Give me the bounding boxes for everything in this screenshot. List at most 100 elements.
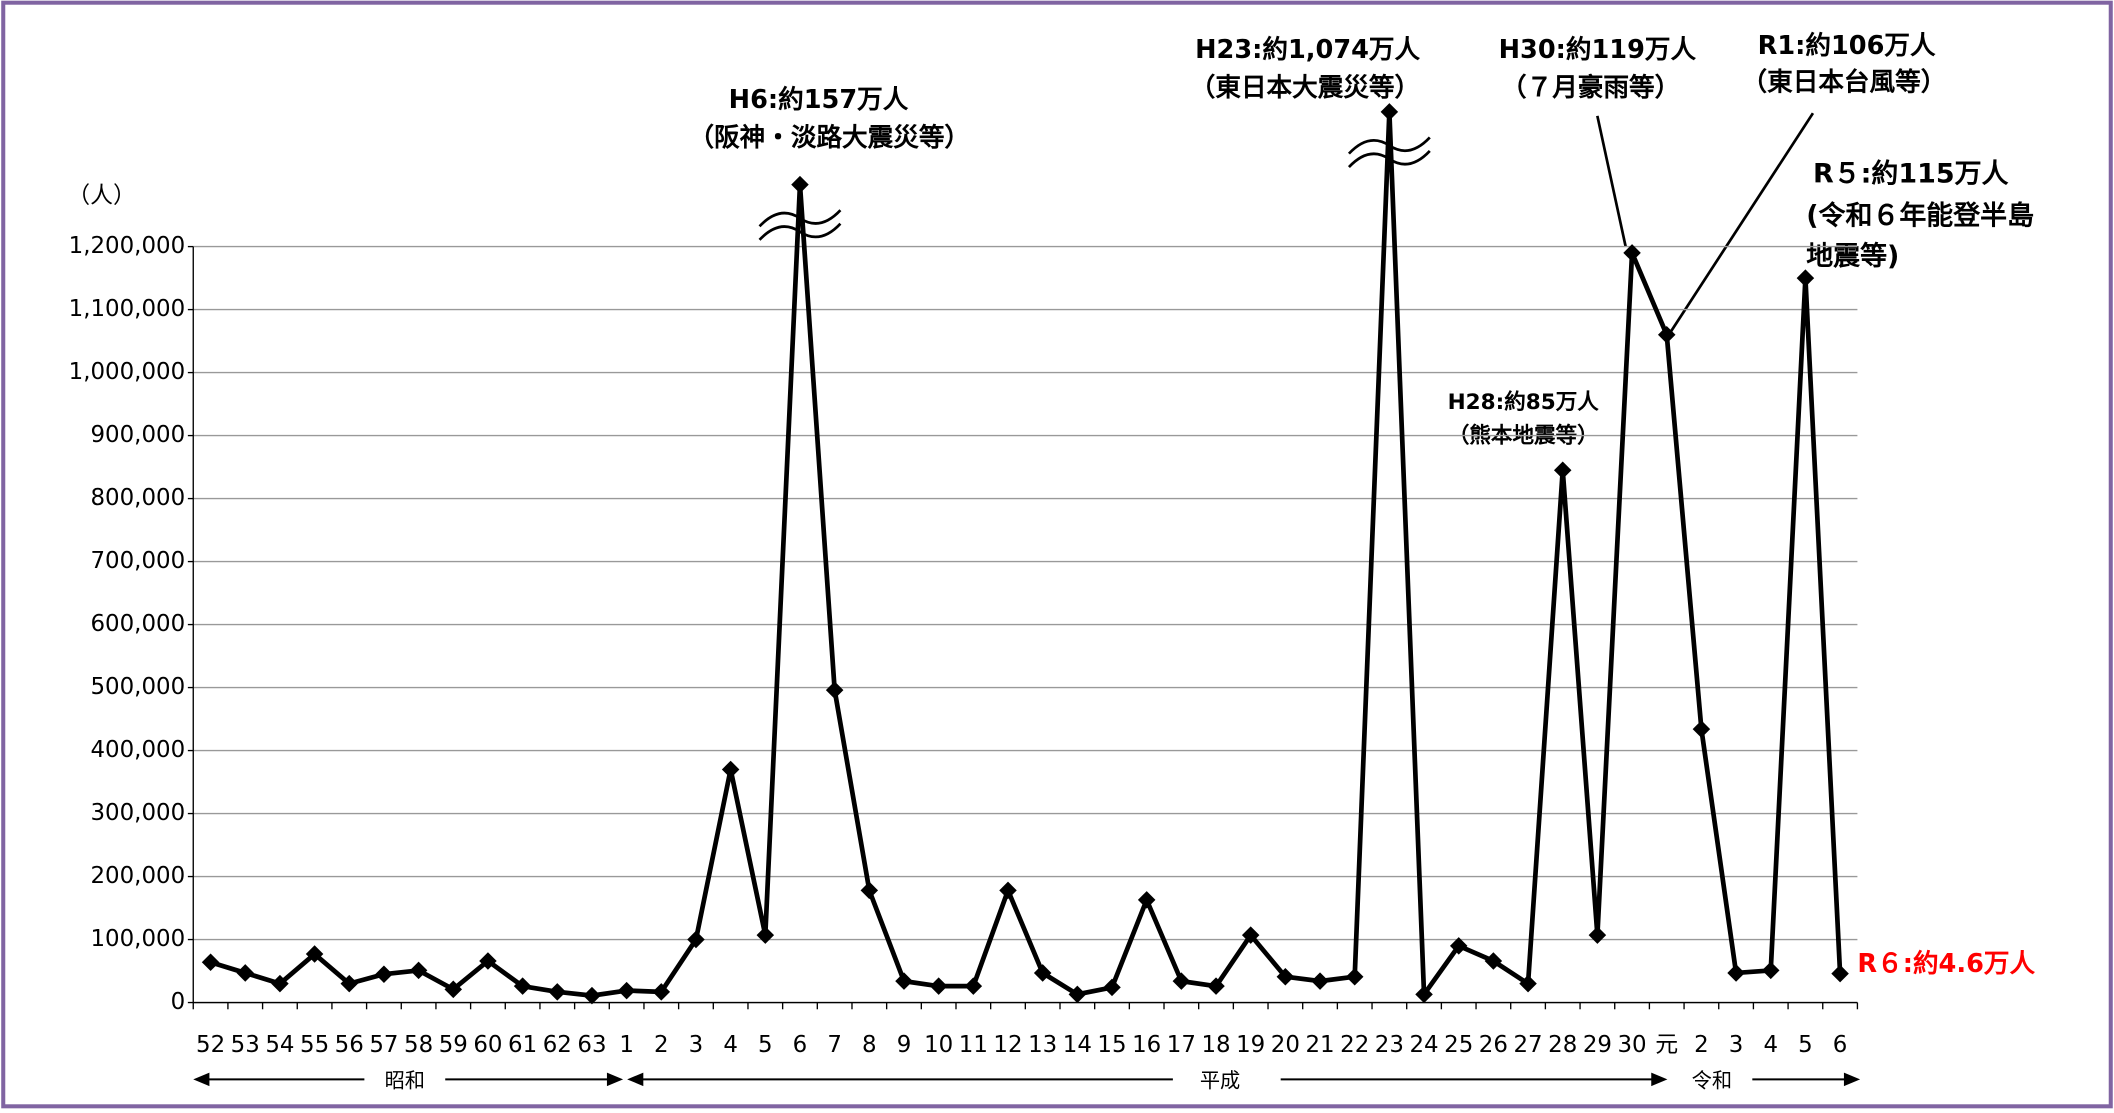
marker: [791, 175, 809, 194]
x-tick-label: 4: [1763, 1032, 1778, 1058]
y-tick-label: 1,000,000: [69, 359, 186, 385]
x-tick-label: 3: [1729, 1032, 1744, 1058]
y-tick-label: 1,200,000: [69, 233, 186, 259]
y-tick-label: 300,000: [90, 800, 185, 826]
x-tick-label: 28: [1548, 1032, 1577, 1058]
marker: [1588, 926, 1607, 944]
x-tick-label: 9: [897, 1032, 912, 1058]
x-tick-label: 19: [1236, 1032, 1265, 1058]
marker: [1449, 937, 1468, 955]
x-tick-label: 6: [1833, 1032, 1848, 1058]
axis-break: [758, 222, 842, 241]
x-tick-label: 5: [758, 1032, 773, 1058]
x-tick-label: 8: [862, 1032, 877, 1058]
y-tick-label: 1,100,000: [69, 296, 186, 322]
marker: [444, 980, 463, 999]
annotation: (令和６年能登半島: [1806, 199, 2034, 231]
x-tick-label: 10: [924, 1032, 953, 1058]
x-tick-label: 26: [1479, 1032, 1508, 1058]
annotation: （東日本台風等）: [1742, 67, 1947, 98]
annotation: R1:約106万人: [1758, 30, 1936, 61]
marker: [929, 977, 948, 995]
y-tick-label: 500,000: [90, 674, 185, 700]
x-tick-label: 53: [231, 1032, 260, 1058]
x-tick-label: 59: [439, 1032, 468, 1058]
marker: [860, 881, 879, 900]
marker: [375, 965, 393, 983]
y-tick-label: 100,000: [90, 926, 185, 952]
x-tick-label: 元: [1655, 1032, 1678, 1058]
marker: [305, 945, 324, 963]
marker: [721, 760, 740, 779]
x-tick-label: 63: [577, 1032, 606, 1058]
era-label: 昭和: [385, 1069, 425, 1093]
y-tick-label: 200,000: [90, 863, 185, 889]
x-tick-label: 14: [1063, 1032, 1092, 1058]
marker: [1415, 985, 1433, 1004]
x-tick-label: 29: [1583, 1032, 1612, 1058]
marker: [479, 952, 497, 970]
annotation: 地震等): [1806, 240, 1899, 272]
x-tick-label: 16: [1132, 1032, 1161, 1058]
x-tick-label: 57: [369, 1032, 398, 1058]
leader-line: [1596, 115, 1627, 247]
marker: [999, 881, 1017, 900]
x-tick-label: 12: [993, 1032, 1022, 1058]
marker: [1068, 985, 1087, 1004]
x-tick-label: 5: [1798, 1032, 1813, 1058]
y-tick-label: 400,000: [90, 737, 185, 763]
x-tick-label: 21: [1305, 1032, 1334, 1058]
marker: [1553, 461, 1572, 479]
x-tick-label: 3: [689, 1032, 704, 1058]
marker: [513, 977, 532, 995]
x-tick-label: 13: [1028, 1032, 1057, 1058]
x-tick-label: 4: [723, 1032, 738, 1058]
x-tick-label: 23: [1375, 1032, 1404, 1058]
marker: [409, 961, 428, 980]
axis-break: [1347, 149, 1431, 169]
marker: [1657, 326, 1676, 344]
y-tick-label: 0: [171, 989, 186, 1015]
x-tick-label: 2: [1694, 1032, 1709, 1058]
x-tick-label: 15: [1097, 1032, 1126, 1058]
x-tick-label: 20: [1271, 1032, 1300, 1058]
x-tick-label: 22: [1340, 1032, 1369, 1058]
marker: [1519, 974, 1537, 993]
leader-line: [1666, 112, 1815, 338]
annotation: R５:約115万人: [1813, 158, 2009, 190]
x-tick-label: 60: [473, 1032, 502, 1058]
marker: [1761, 961, 1780, 980]
marker: [1103, 978, 1121, 997]
marker: [895, 972, 913, 990]
x-tick-label: 2: [654, 1032, 669, 1058]
y-tick-label: 700,000: [90, 548, 185, 574]
x-tick-label: 1: [619, 1032, 634, 1058]
marker: [236, 964, 255, 982]
series-line: [209, 109, 1843, 998]
x-tick-label: 24: [1409, 1032, 1438, 1058]
x-tick-label: 58: [404, 1032, 433, 1058]
annotation: （７月豪雨等）: [1501, 72, 1680, 103]
x-tick-label: 54: [265, 1032, 294, 1058]
marker: [1311, 972, 1329, 990]
axis-break: [758, 209, 842, 228]
marker: [201, 953, 220, 971]
era-label: 平成: [1200, 1069, 1240, 1093]
x-tick-label: 6: [793, 1032, 808, 1058]
x-tick-label: 55: [300, 1032, 329, 1058]
annotation: H28:約85万人: [1448, 389, 1600, 415]
x-tick-label: 52: [196, 1032, 225, 1058]
marker: [1831, 964, 1849, 983]
x-tick-label: 25: [1444, 1032, 1473, 1058]
marker: [548, 983, 567, 1001]
marker: [340, 974, 359, 993]
marker: [1276, 967, 1295, 986]
marker: [652, 983, 671, 1001]
y-tick-label: 600,000: [90, 611, 185, 637]
x-tick-label: 11: [959, 1032, 988, 1058]
annotation: H30:約119万人: [1499, 34, 1697, 65]
y-tick-label: 800,000: [90, 485, 185, 511]
marker: [756, 926, 775, 944]
